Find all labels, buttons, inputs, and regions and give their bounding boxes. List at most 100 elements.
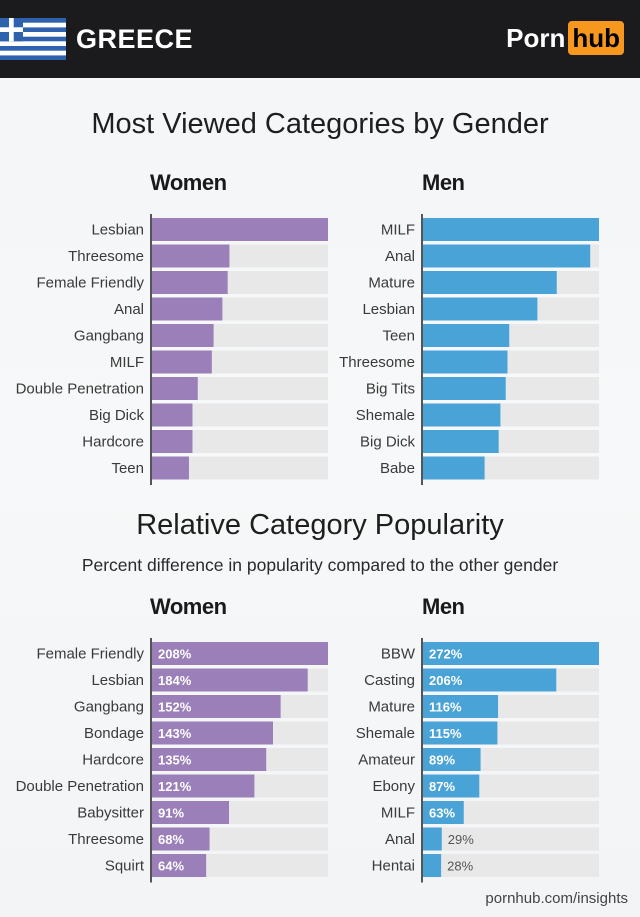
top-women-category-label: Double Penetration [16, 381, 144, 398]
top-women-bar [152, 377, 198, 400]
bottom-men-value-label: 63% [429, 806, 455, 821]
top-men-bar [423, 218, 599, 241]
top-women-bar-row: Lesbian [91, 218, 328, 241]
top-women-bar-row: Big Dick [89, 404, 328, 427]
bottom-men-bar [423, 854, 441, 877]
bottom-men-category-label: MILF [381, 805, 415, 822]
bottom-men-category-label: Hentai [372, 858, 415, 875]
top-men-bar [423, 377, 506, 400]
bottom-men-value-label: 116% [429, 700, 462, 715]
top-men-bar [423, 271, 557, 294]
top-men-category-label: Big Dick [360, 434, 416, 451]
bottom-men-value-label: 272% [429, 647, 463, 662]
bottom-women-bar-row: Lesbian 184% [91, 669, 328, 692]
bottom-women-value-label: 64% [158, 859, 184, 874]
top-women-category-label: Hardcore [82, 434, 144, 451]
top-men-bar-row: Big Dick [360, 430, 599, 453]
bottom-men-bar-row: Hentai 28% [372, 854, 599, 877]
bottom-women-value-label: 68% [158, 832, 184, 847]
bottom-women-value-label: 135% [158, 753, 192, 768]
top-women-bar-row: Anal [114, 298, 328, 321]
top-men-category-label: Threesome [339, 354, 415, 371]
bottom-women-bar-row: Threesome 68% [68, 828, 328, 851]
bottom-women-category-label: Lesbian [91, 672, 144, 689]
top-men-bar [423, 457, 485, 480]
bottom-men-heading: Men [422, 594, 465, 620]
bottom-men-value-label: 29% [448, 832, 474, 847]
top-women-bar-row: Double Penetration [16, 377, 328, 400]
top-women-bar [152, 271, 228, 294]
top-women-bar [152, 298, 222, 321]
bottom-men-bar-row: MILF 63% [381, 801, 599, 824]
bottom-women-bar-row: Hardcore 135% [82, 748, 328, 771]
bottom-men-value-label: 206% [429, 673, 463, 688]
top-men-category-label: Babe [380, 460, 415, 477]
top-men-bar [423, 245, 590, 268]
bottom-men-bar-row: Casting206% [364, 669, 599, 692]
top-women-category-label: MILF [110, 354, 144, 371]
source-footer: pornhub.com/insights [485, 890, 628, 907]
bottom-women-bar-row: Bondage143% [84, 722, 328, 745]
top-men-bar-row: Threesome [339, 351, 599, 374]
top-men-bar-row: MILF [381, 218, 599, 241]
bottom-men-category-label: BBW [381, 646, 416, 663]
bottom-men-bar-row: Ebony 87% [372, 775, 599, 798]
bottom-men-category-label: Mature [368, 699, 415, 716]
top-women-category-label: Female Friendly [36, 275, 144, 292]
top-women-category-label: Anal [114, 301, 144, 318]
top-women-category-label: Threesome [68, 248, 144, 265]
bottom-women-category-label: Babysitter [77, 805, 144, 822]
top-women-bar-row: MILF [110, 351, 328, 374]
bottom-men-value-label: 28% [447, 859, 473, 874]
top-men-category-label: Mature [368, 275, 415, 292]
top-men-bar-row: Anal [385, 245, 599, 268]
bottom-women-category-label: Threesome [68, 831, 144, 848]
top-men-bar [423, 351, 507, 374]
top-women-heading: Women [150, 170, 227, 196]
logo-text-part2: hub [568, 21, 624, 55]
top-men-category-label: Anal [385, 248, 415, 265]
top-men-category-label: Big Tits [366, 381, 415, 398]
bottom-men-category-label: Ebony [372, 778, 415, 795]
bottom-women-category-label: Squirt [105, 858, 145, 875]
top-men-category-label: Lesbian [362, 301, 415, 318]
bottom-women-value-label: 184% [158, 673, 192, 688]
top-section-title: Most Viewed Categories by Gender [0, 108, 640, 141]
top-men-bar [423, 404, 500, 427]
top-women-bar-row: Gangbang [74, 324, 328, 347]
top-women-bar-row: Threesome [68, 245, 328, 268]
bottom-men-bar-row: Mature 116% [368, 695, 599, 718]
top-men-category-label: Teen [382, 328, 415, 345]
top-women-bar [152, 245, 229, 268]
bottom-men-value-label: 115% [429, 726, 462, 741]
top-women-bar-row: Teen [111, 457, 328, 480]
top-women-category-label: Lesbian [91, 222, 144, 239]
bottom-women-value-label: 121% [158, 779, 192, 794]
bottom-women-bar-row: Female Friendly208% [36, 642, 328, 665]
bottom-women-panel: Female Friendly208%Lesbian184%Gangbang15… [16, 638, 328, 883]
top-men-panel: MILF Anal Mature Lesbian Teen Threesome Big Ti… [339, 214, 599, 485]
bottom-men-bar [423, 828, 442, 851]
top-men-heading: Men [422, 170, 465, 196]
bottom-women-heading: Women [150, 594, 227, 620]
bottom-men-category-label: Amateur [358, 752, 415, 769]
top-men-category-label: MILF [381, 222, 415, 239]
top-men-bar-row: Shemale [356, 404, 599, 427]
top-charts: Lesbian Threesome Female Friendly Anal Gangb… [0, 212, 640, 488]
header-bar: GREECE Porn hub [0, 0, 640, 78]
bottom-women-bar-row: Babysitter91% [77, 801, 328, 824]
top-women-bar [152, 351, 212, 374]
top-men-bar-row: Big Tits [366, 377, 599, 400]
top-men-bar-row: Babe [380, 457, 599, 480]
bottom-men-category-label: Shemale [356, 725, 415, 742]
bottom-women-category-label: Gangbang [74, 699, 144, 716]
bottom-women-category-label: Hardcore [82, 752, 144, 769]
bottom-men-bar-row: Anal29% [385, 828, 599, 851]
top-women-panel: Lesbian Threesome Female Friendly Anal Gangb… [16, 214, 328, 485]
bottom-women-bar-row: Double Penetration121% [16, 775, 328, 798]
top-women-bar [152, 457, 189, 480]
bottom-men-value-label: 87% [429, 779, 455, 794]
bottom-women-category-label: Female Friendly [36, 646, 144, 663]
country-name: GREECE [76, 24, 193, 55]
logo-text-part1: Porn [506, 23, 565, 54]
